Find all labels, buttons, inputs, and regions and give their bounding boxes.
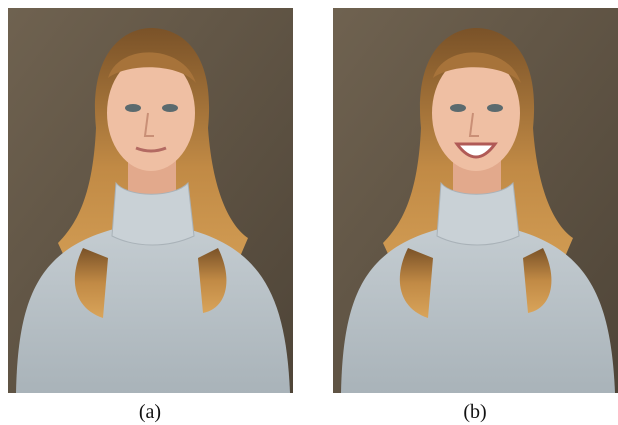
caption: (b): [463, 401, 486, 423]
page: (a) (b) (() => { const data = JSON.parse…: [0, 0, 618, 425]
person: [333, 8, 618, 393]
photo-neutral: [8, 8, 293, 393]
photo-smiling: [333, 8, 618, 393]
figure: (a) (b): [0, 0, 618, 425]
caption: (a): [139, 401, 161, 423]
person: [8, 8, 293, 393]
